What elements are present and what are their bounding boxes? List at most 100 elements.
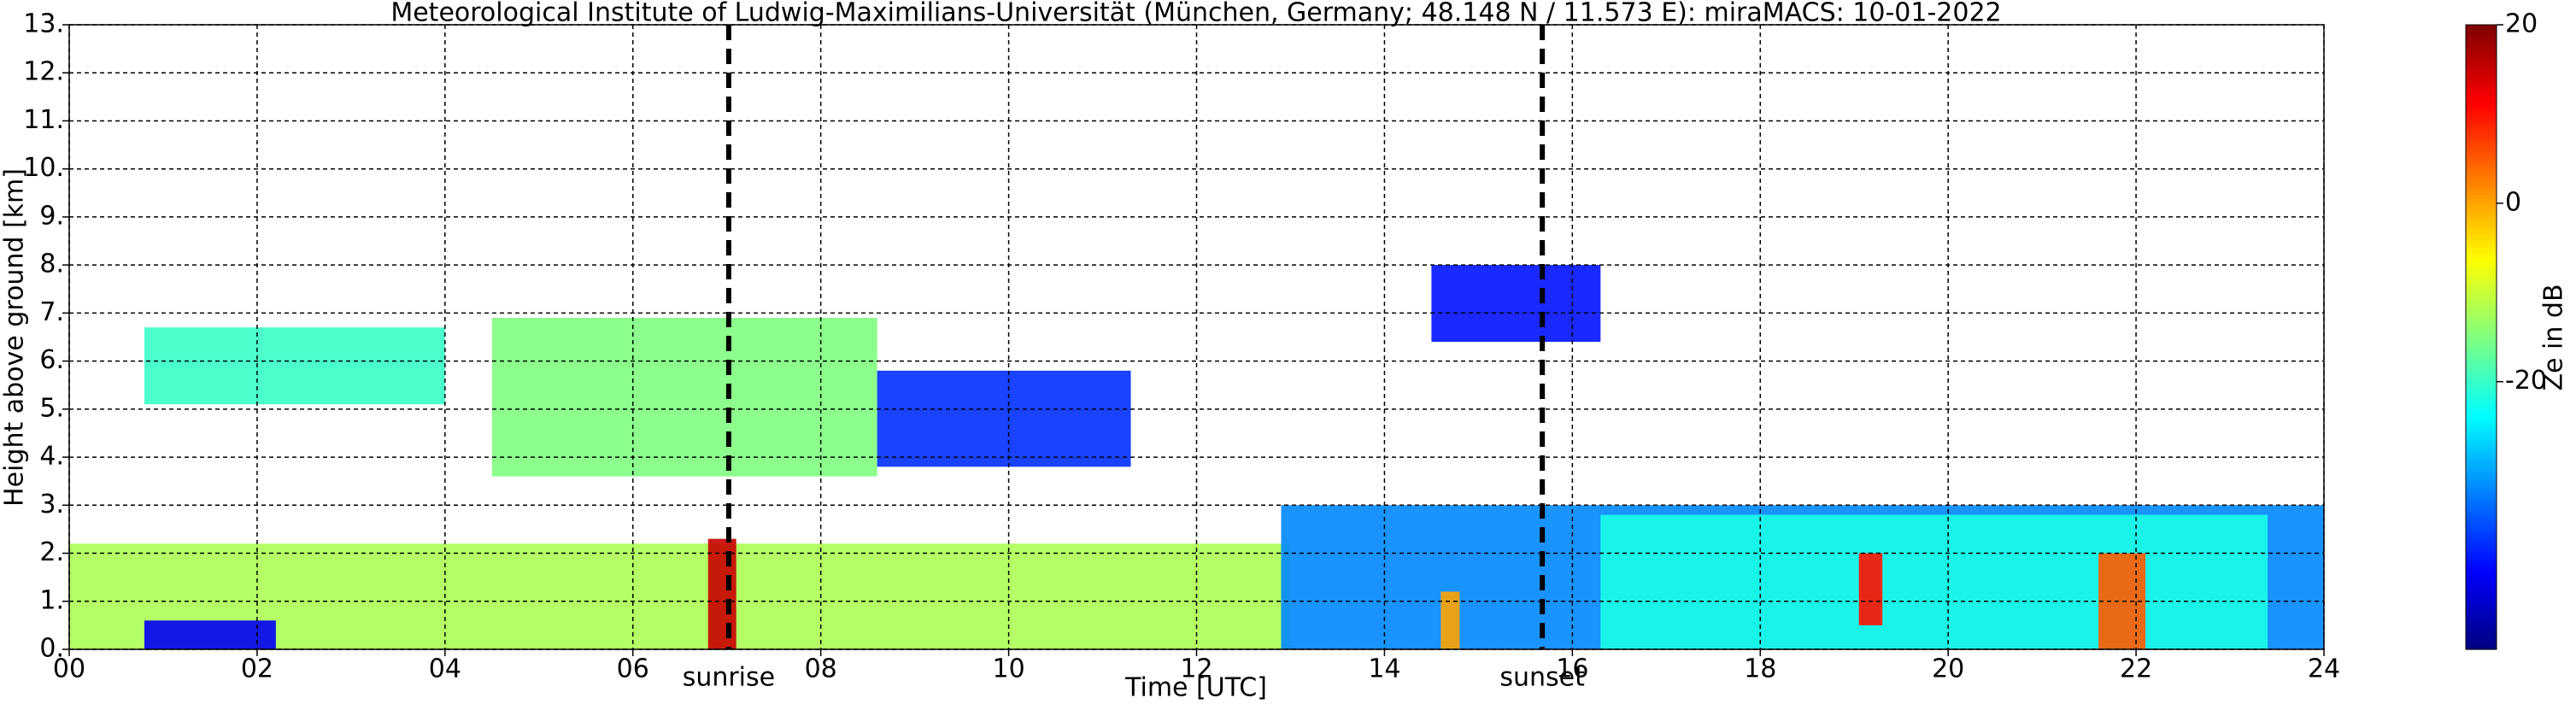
y-tick-label: 9. bbox=[39, 201, 64, 231]
colorbar-segment bbox=[2466, 443, 2497, 449]
colorbar-segment bbox=[2466, 595, 2497, 601]
colorbar-segment bbox=[2466, 341, 2497, 347]
colorbar-segment bbox=[2466, 618, 2497, 624]
colorbar-segment bbox=[2466, 453, 2497, 459]
y-tick-label: 1. bbox=[39, 585, 64, 615]
colorbar-segment bbox=[2466, 38, 2497, 44]
colorbar-segment bbox=[2466, 230, 2497, 236]
echo bbox=[144, 620, 276, 649]
colorbar-segment bbox=[2466, 417, 2497, 423]
colorbar-segment bbox=[2466, 390, 2497, 396]
colorbar-segment bbox=[2466, 190, 2497, 196]
plot-frame bbox=[68, 24, 2325, 650]
colorbar-segment bbox=[2466, 337, 2497, 343]
colorbar-segment bbox=[2466, 292, 2497, 298]
echo bbox=[491, 318, 877, 477]
colorbar-segment bbox=[2466, 484, 2497, 490]
colorbar-segment bbox=[2466, 506, 2497, 512]
colorbar-segment bbox=[2466, 644, 2497, 650]
x-axis-label: Time [UTC] bbox=[1124, 673, 1267, 703]
colorbar-segment bbox=[2466, 533, 2497, 539]
x-tick-label: 12 bbox=[1180, 654, 1212, 684]
colorbar-segment bbox=[2466, 449, 2497, 454]
echo bbox=[877, 370, 1131, 467]
colorbar-segment bbox=[2466, 395, 2497, 401]
colorbar-segment bbox=[2466, 198, 2497, 204]
colorbar-segment bbox=[2466, 238, 2497, 244]
colorbar-segment bbox=[2466, 471, 2497, 476]
colorbar-segment bbox=[2466, 421, 2497, 427]
echo bbox=[2098, 553, 2146, 649]
colorbar-segment bbox=[2466, 283, 2497, 289]
colorbar-segment bbox=[2466, 461, 2497, 467]
colorbar-segment bbox=[2466, 560, 2497, 566]
colorbar-segment bbox=[2466, 154, 2497, 160]
colorbar-segment bbox=[2466, 212, 2497, 218]
colorbar-segment bbox=[2466, 256, 2497, 262]
colorbar-segment bbox=[2466, 144, 2497, 150]
colorbar-segment bbox=[2466, 323, 2497, 329]
x-tick-label: 00 bbox=[53, 654, 85, 684]
colorbar-segment bbox=[2466, 363, 2497, 369]
colorbar-segment bbox=[2466, 573, 2497, 579]
colorbar-segment bbox=[2466, 591, 2497, 596]
colorbar-segment bbox=[2466, 47, 2497, 52]
echo bbox=[1441, 591, 1460, 649]
colorbar-segment bbox=[2466, 56, 2497, 62]
x-tick-label: 02 bbox=[241, 654, 273, 684]
colorbar-segment bbox=[2466, 489, 2497, 494]
colorbar-segment bbox=[2466, 118, 2497, 124]
colorbar-segment bbox=[2466, 578, 2497, 584]
colorbar-segment bbox=[2466, 158, 2497, 164]
colorbar-segment bbox=[2466, 622, 2497, 628]
x-tick-label: 22 bbox=[2120, 654, 2152, 684]
colorbar-segment bbox=[2466, 529, 2497, 534]
colorbar-segment bbox=[2466, 431, 2497, 436]
echo bbox=[707, 538, 736, 649]
colorbar-segment bbox=[2466, 185, 2497, 191]
colorbar-segment bbox=[2466, 261, 2497, 267]
event-label: sunrise bbox=[683, 663, 775, 693]
x-tick-label: 24 bbox=[2308, 654, 2340, 684]
colorbar-segment bbox=[2466, 640, 2497, 646]
colorbar-segment bbox=[2466, 373, 2497, 378]
colorbar-segment bbox=[2466, 270, 2497, 275]
colorbar-segment bbox=[2466, 100, 2497, 106]
y-axis-label: Height above ground [km] bbox=[0, 168, 30, 507]
colorbar-segment bbox=[2466, 385, 2497, 391]
colorbar-segment bbox=[2466, 176, 2497, 182]
colorbar-segment bbox=[2466, 25, 2497, 30]
colorbar-segment bbox=[2466, 122, 2497, 128]
colorbar-segment bbox=[2466, 466, 2497, 472]
y-tick-label: 13. bbox=[23, 9, 64, 39]
colorbar-segment bbox=[2466, 301, 2497, 307]
event-label: sunset bbox=[1499, 663, 1585, 693]
colorbar-segment bbox=[2466, 288, 2497, 293]
colorbar-segment bbox=[2466, 167, 2497, 173]
echo bbox=[1431, 265, 1601, 343]
colorbar-segment bbox=[2466, 234, 2497, 240]
colorbar-label: Ze in dB bbox=[2539, 284, 2569, 390]
colorbar-segment bbox=[2466, 162, 2497, 168]
colorbar-segment bbox=[2466, 609, 2497, 614]
y-tick-label: 6. bbox=[39, 345, 64, 375]
colorbar-segment bbox=[2466, 78, 2497, 84]
y-tick-label: 10. bbox=[23, 153, 64, 183]
colorbar-segment bbox=[2466, 435, 2497, 441]
colorbar-segment bbox=[2466, 479, 2497, 485]
echo bbox=[1600, 514, 2268, 649]
colorbar-segment bbox=[2466, 636, 2497, 642]
colorbar-segment bbox=[2466, 519, 2497, 525]
colorbar-segment bbox=[2466, 350, 2497, 355]
colorbar-segment bbox=[2466, 319, 2497, 325]
y-tick-label: 12. bbox=[23, 57, 64, 87]
colorbar-segment bbox=[2466, 114, 2497, 120]
colorbar-segment bbox=[2466, 475, 2497, 481]
colorbar-segment bbox=[2466, 604, 2497, 610]
colorbar-segment bbox=[2466, 29, 2497, 35]
colorbar-segment bbox=[2466, 359, 2497, 365]
colorbar-segment bbox=[2466, 569, 2497, 574]
colorbar-segment bbox=[2466, 403, 2497, 409]
colorbar-segment bbox=[2466, 136, 2497, 142]
